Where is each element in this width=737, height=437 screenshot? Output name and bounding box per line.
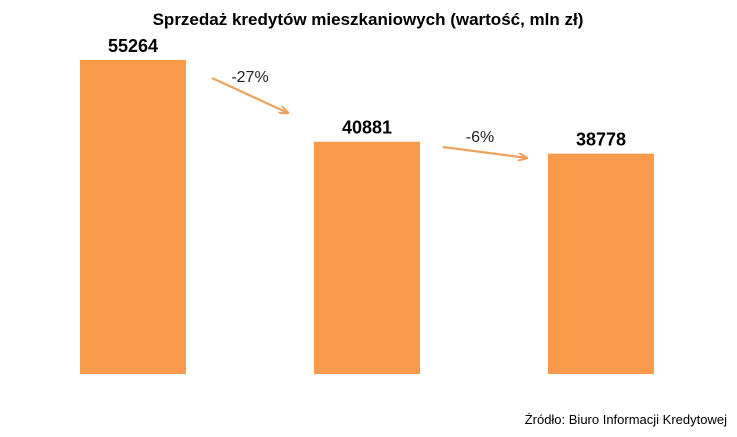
bars [80, 60, 654, 374]
change-arrow-1 [211, 77, 288, 113]
change-label-2: -6% [466, 129, 494, 146]
bar-2 [314, 141, 420, 374]
bar-3 [548, 153, 654, 374]
data-label-1: 55264 [108, 36, 158, 56]
data-label-3: 38778 [576, 130, 626, 150]
change-arrows: -27% -6% [211, 69, 527, 158]
change-arrow-2 [442, 145, 527, 158]
source-note: Źródło: Biuro Informacji Kredytowej [525, 412, 727, 427]
change-label-1: -27% [231, 69, 268, 86]
bar-1 [80, 60, 186, 374]
chart-title: Sprzedaż kredytów mieszkaniowych (wartoś… [153, 10, 584, 29]
data-label-2: 40881 [342, 118, 392, 138]
data-labels: 55264 40881 38778 [108, 36, 626, 150]
